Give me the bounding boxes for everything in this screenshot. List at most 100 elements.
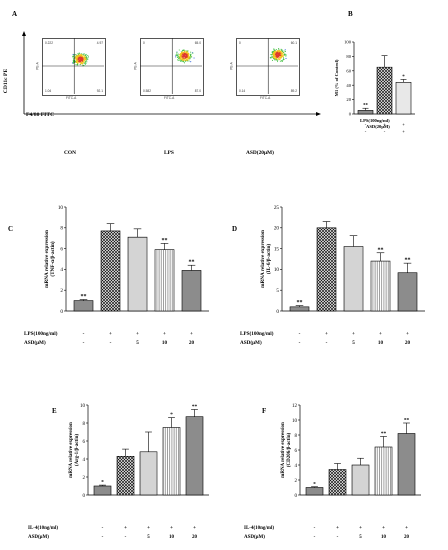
y-tick-label: 6 — [295, 449, 298, 454]
treatment-value-0-4: + — [405, 526, 408, 531]
bar-0 — [73, 300, 94, 312]
y-tick-label: 8 — [295, 434, 298, 439]
significance-mark-0: ** — [297, 300, 303, 306]
y-tick-label: 8 — [83, 422, 86, 427]
treatment-value-1-0: - — [299, 340, 301, 346]
y-tick-label: 10 — [292, 419, 298, 424]
y-tick-label: 8 — [60, 226, 63, 232]
treatment-value-0-3: + — [170, 526, 173, 531]
treatment-label-0: IL-4(10ng/ml) — [28, 526, 58, 531]
panel-letter-c: C — [8, 225, 14, 233]
treatment-value-1-3: 10 — [381, 535, 387, 540]
y-axis-label: mRNA relative expression(CD206/β-actin) — [281, 422, 292, 478]
treatment-value-0-2: + — [136, 331, 139, 337]
treatment-value-0-2: + — [352, 331, 355, 337]
treatment-value-1-1: - — [110, 340, 112, 346]
treatment-sign-1-2: + — [402, 129, 405, 134]
y-tick-label: 20 — [274, 226, 280, 232]
y-tick-label: 15 — [274, 246, 280, 252]
y-tick-label: 25 — [274, 205, 280, 211]
bar-2 — [395, 82, 412, 115]
significance-mark-0: * — [313, 481, 316, 487]
flow-plot-con: 0.222 4.97 92.1 1.04 — [42, 38, 106, 96]
condition-label-con: CON — [64, 150, 76, 156]
treatment-value-0-1: + — [336, 526, 339, 531]
bar-2 — [343, 246, 364, 312]
bar-1 — [328, 469, 347, 496]
treatment-sign-0-1: + — [383, 122, 386, 127]
quadrant-q4-label: 0.582 — [143, 89, 151, 93]
significance-mark-3: ** — [381, 431, 387, 437]
bar-2 — [139, 451, 158, 496]
treatment-label-0: LPS(100ng/ml) — [360, 118, 390, 123]
treatment-value-0-1: + — [109, 331, 112, 337]
quadrant-q1-label: 0.222 — [45, 41, 53, 45]
y-axis-label: mRNA relative expression(Arg-1/β-actin) — [69, 422, 80, 478]
treatment-value-1-2: 5 — [352, 340, 355, 346]
treatment-value-1-0: - — [102, 535, 104, 540]
quadrant-q1-label: 0 — [143, 41, 145, 45]
treatment-value-1-4: 20 — [404, 535, 410, 540]
y-tick-label: 5 — [276, 288, 279, 294]
flow-y-tick-con: PE-A — [35, 62, 40, 70]
chart-c: 0 2 4 6 8 10 mRNA relative expression(TNF-α/β-… — [24, 205, 209, 346]
chart-f: 0 2 4 6 8 10 12 mRNA relative expression(CD206/… — [244, 404, 421, 540]
treatment-value-0-0: - — [299, 331, 301, 337]
treatment-value-0-0: - — [102, 526, 104, 531]
bar-3 — [370, 260, 391, 312]
chart-e: 0 2 4 6 8 10 mRNA relative expression(Arg-1/β-… — [28, 404, 209, 540]
treatment-value-1-4: 20 — [405, 340, 411, 346]
bar-4 — [397, 272, 418, 312]
chart-d: 0 5 10 15 20 25 mRNA relative expression(IL-6/… — [240, 205, 425, 346]
flow-x-tick-asd: FITC-A — [260, 96, 271, 100]
treatment-value-0-3: + — [163, 331, 166, 337]
flow-plot-asd: 0 60.1 89.2 0.14 — [236, 38, 300, 96]
y-tick-label: 20 — [346, 97, 351, 102]
panel-letter-b: B — [348, 10, 353, 18]
bar-4 — [397, 433, 416, 496]
bar-3 — [162, 427, 181, 496]
treatment-label-0: LPS(100ng/ml) — [240, 330, 274, 337]
y-tick-label: 0 — [349, 112, 352, 117]
quadrant-q2-label: 60.1 — [290, 41, 297, 45]
treatment-value-1-3: 10 — [162, 340, 168, 346]
significance-mark-4: ** — [189, 260, 195, 266]
treatment-value-1-1: - — [337, 535, 339, 540]
bar-1 — [316, 227, 337, 312]
treatment-value-1-1: - — [125, 535, 127, 540]
treatment-value-0-3: + — [379, 331, 382, 337]
flow-y-tick-asd: PE-A — [229, 62, 234, 70]
flow-x-tick-lps: FITC-A — [164, 96, 175, 100]
y-axis-label: mRNA relative expression(TNF-α/β-actin) — [44, 230, 56, 288]
flow-x-tick-con: FITC-A — [66, 96, 77, 100]
significance-mark-4: ** — [404, 418, 410, 424]
condition-label-asd: ASD(20μM) — [246, 150, 274, 156]
bar-3 — [154, 249, 175, 312]
y-tick-label: 2 — [60, 288, 63, 294]
significance-mark-0: ** — [81, 294, 87, 300]
y-tick-label: 40 — [346, 83, 351, 88]
significance-mark-4: ** — [192, 404, 198, 410]
significance-mark-3: ** — [162, 238, 168, 244]
significance-mark-3: ** — [378, 247, 384, 253]
bar-3 — [374, 446, 393, 496]
y-tick-label: 80 — [346, 54, 351, 59]
treatment-label-1: ASD(μM) — [28, 535, 49, 540]
panel-a-y-axis-label: CD11c PE — [3, 68, 10, 94]
y-tick-label: 2 — [83, 476, 86, 481]
treatment-value-0-2: + — [359, 526, 362, 531]
treatment-label-0: LPS(100ng/ml) — [24, 330, 58, 337]
y-tick-label: 10 — [80, 404, 86, 409]
treatment-value-0-4: + — [193, 526, 196, 531]
treatment-value-0-0: - — [83, 331, 85, 337]
treatment-value-0-3: + — [382, 526, 385, 531]
flow-y-tick-lps: PE-A — [133, 62, 138, 70]
treatment-value-0-1: + — [325, 331, 328, 337]
panel-a-x-axis-label: F4/80 FITC — [26, 112, 55, 118]
quadrant-q4-label: 1.04 — [45, 89, 52, 93]
treatment-value-1-2: 5 — [147, 535, 150, 540]
panel-a-y-arrowhead — [22, 31, 26, 36]
treatment-label-1: ASD(μM) — [24, 339, 46, 346]
treatment-label-1: ASD(20μM) — [366, 124, 390, 129]
